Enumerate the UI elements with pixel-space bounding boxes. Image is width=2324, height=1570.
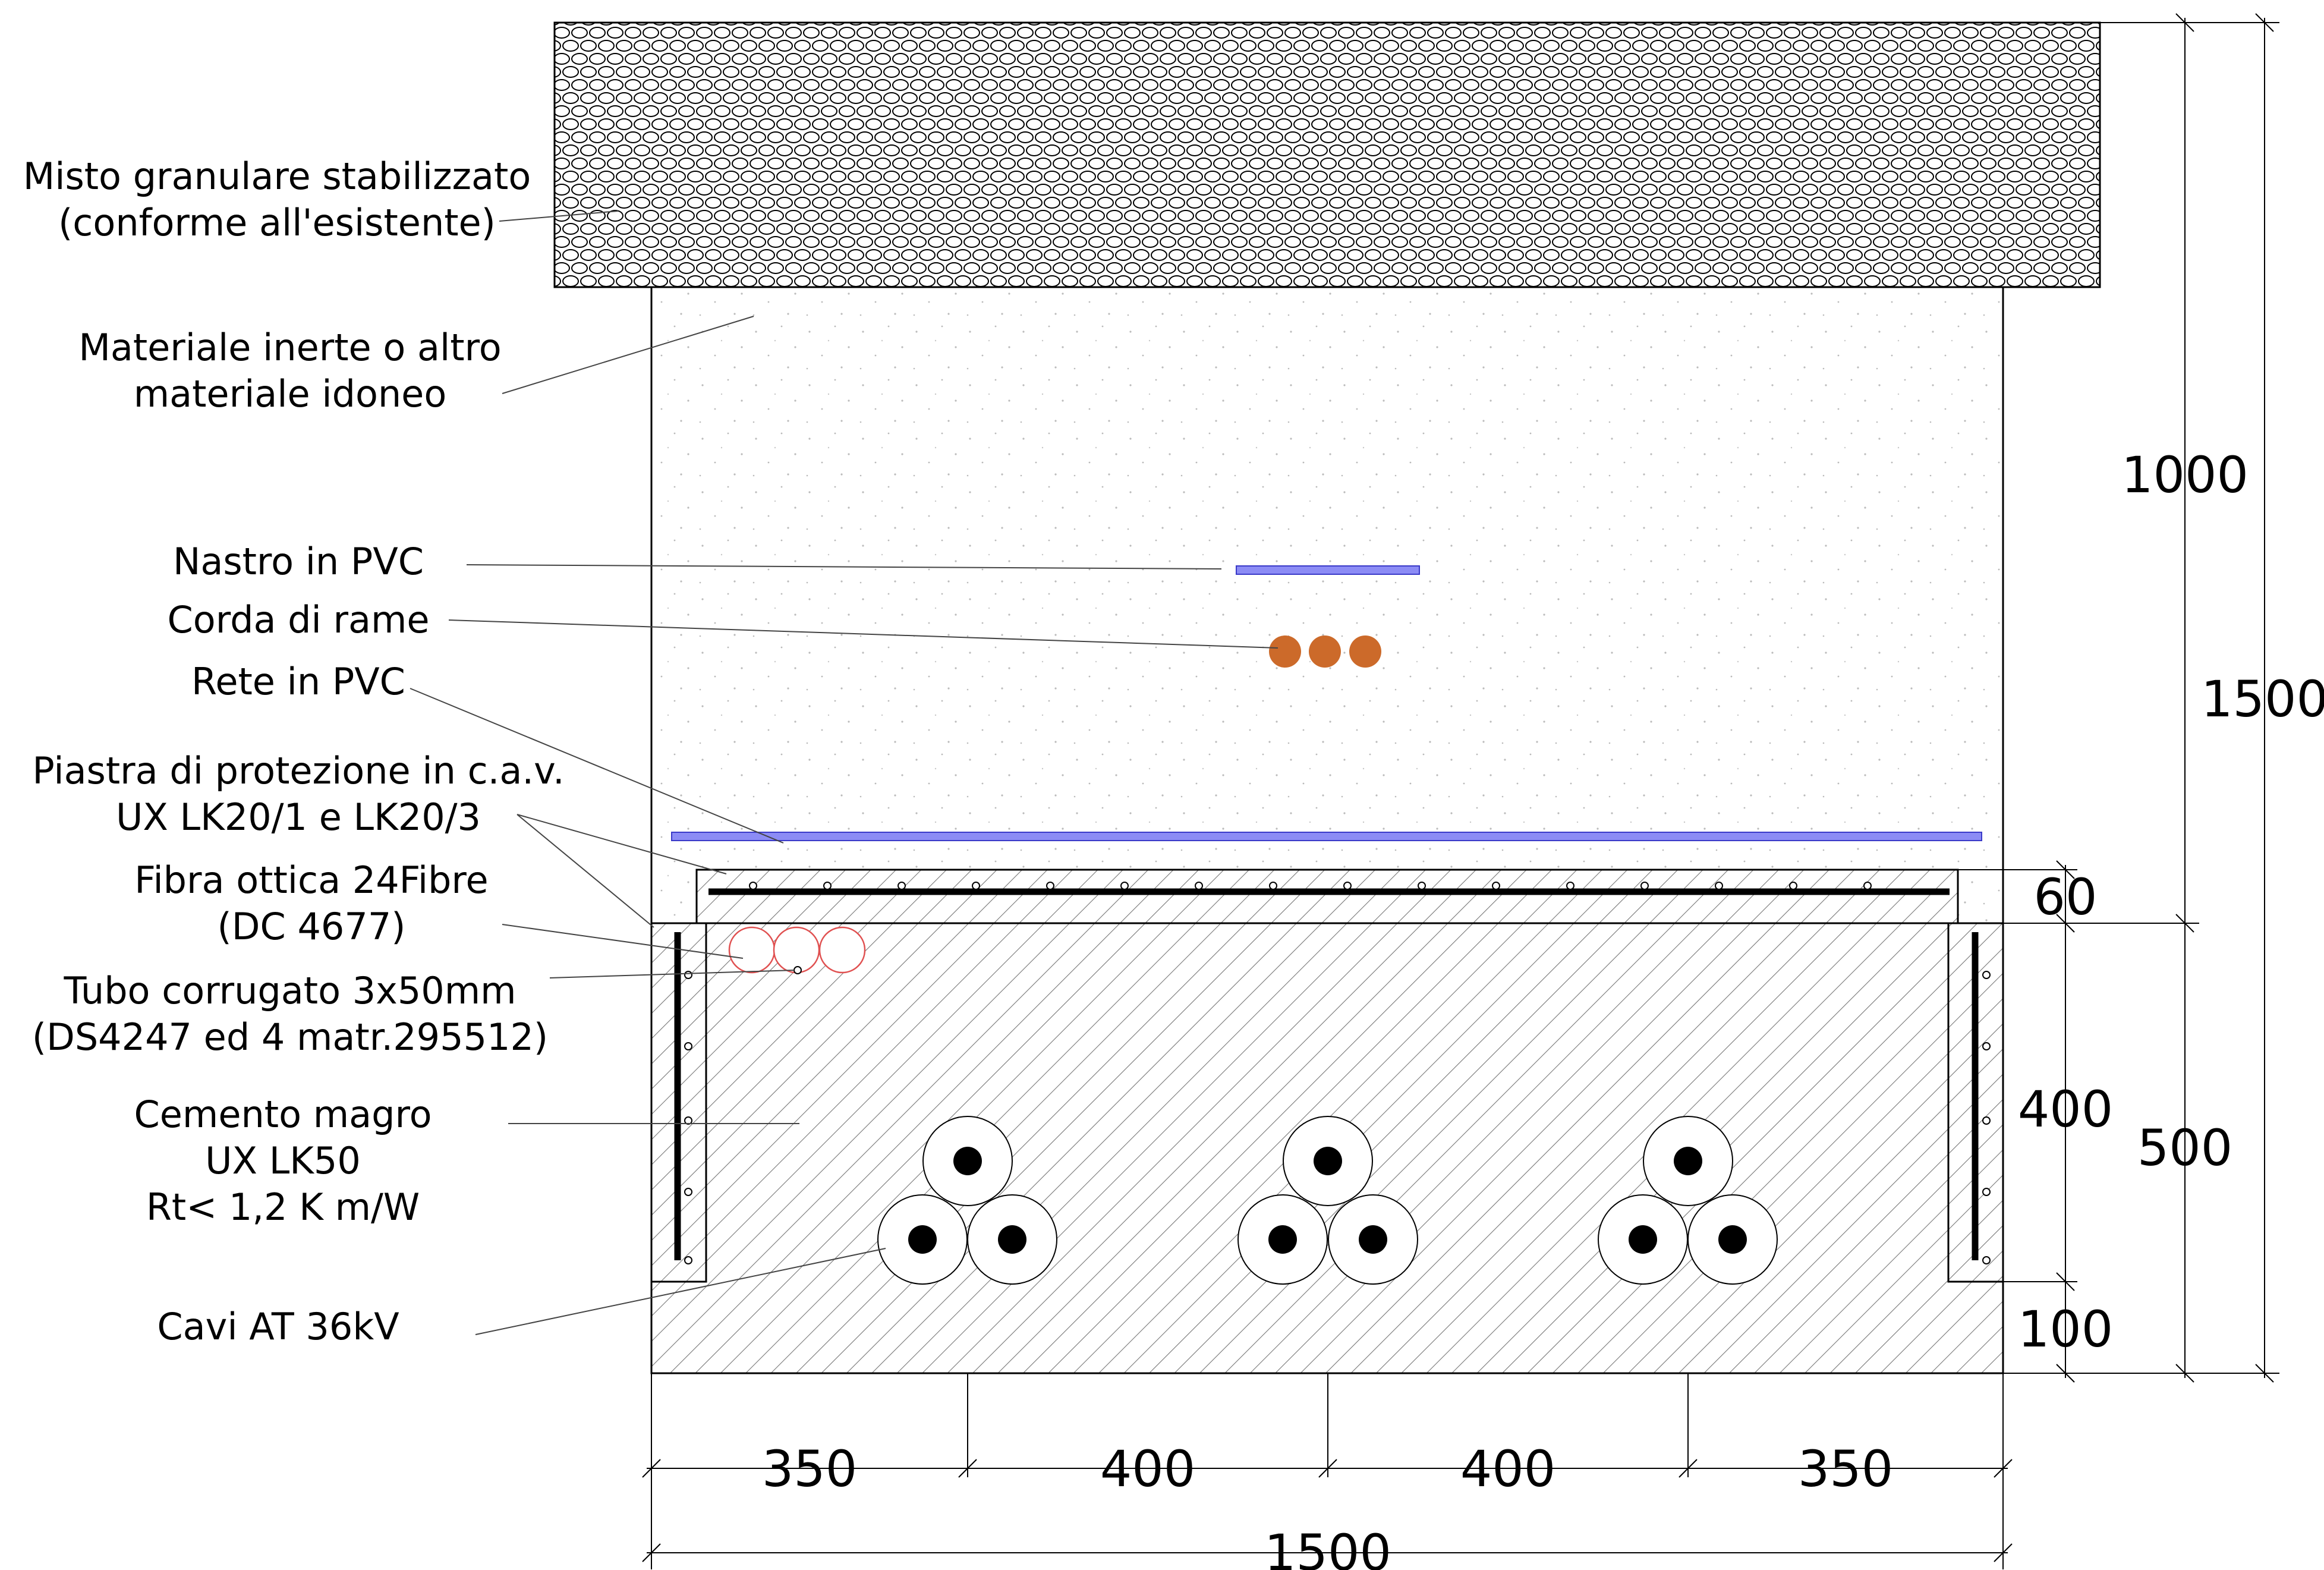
dim-400-right: 400	[1460, 1440, 1555, 1498]
gravel-layer	[553, 21, 2101, 288]
dim-500: 500	[2137, 1119, 2232, 1177]
dim-350-right: 350	[1798, 1440, 1893, 1498]
protection-plate	[695, 869, 1959, 924]
dim-60: 60	[2034, 868, 2098, 926]
plate-rebar-dots	[749, 882, 1872, 890]
label-materiale-inerte: Materiale inerte o altro	[78, 326, 501, 369]
label-cavi-at: Cavi AT 36kV	[157, 1305, 399, 1348]
hv-cable-trefoil-3	[1598, 1116, 1778, 1285]
label-tubo-code: (DS4247 ed 4 matr.295512)	[32, 1015, 548, 1059]
label-cemento-code: UX LK50	[205, 1139, 361, 1182]
label-piastra-protezione: Piastra di protezione in c.a.v.	[32, 749, 564, 792]
label-misto-granulare-note: (conforme all'esistente)	[58, 201, 496, 244]
label-fibra-code: (DC 4677)	[218, 905, 406, 948]
dim-350-left: 350	[762, 1440, 857, 1498]
labels: Misto granulare stabilizzato (conforme a…	[23, 155, 565, 1348]
label-materiale-idoneo: materiale idoneo	[134, 372, 447, 416]
label-corda-rame: Corda di rame	[168, 598, 430, 641]
side-rebar-right-dots	[1982, 971, 1991, 1264]
right-dimensions	[1958, 13, 2279, 1383]
inert-fill-layer	[650, 286, 2004, 924]
label-rete-pvc: Rete in PVC	[191, 660, 405, 703]
dim-400-left: 400	[1100, 1440, 1195, 1498]
corrugated-conduits	[728, 926, 866, 974]
dim-1500-vertical: 1500	[2201, 670, 2324, 728]
pvc-tape	[1236, 565, 1420, 575]
dim-1500-horizontal: 1500	[1264, 1524, 1391, 1570]
label-misto-granulare: Misto granulare stabilizzato	[23, 155, 531, 198]
dim-100: 100	[2018, 1300, 2113, 1358]
pvc-net	[671, 832, 1982, 841]
bottom-dimensions	[642, 1373, 2013, 1569]
hv-cable-trefoil-1	[877, 1116, 1057, 1285]
label-fibra-ottica: Fibra ottica 24Fibre	[134, 858, 488, 902]
label-cemento-magro: Cemento magro	[134, 1093, 432, 1136]
dim-400-vertical: 400	[2018, 1080, 2113, 1138]
label-cemento-rt: Rt< 1,2 K m/W	[146, 1185, 420, 1229]
copper-rope	[1269, 635, 1381, 668]
hv-cable-trefoil-2	[1237, 1116, 1418, 1285]
dim-1000: 1000	[2121, 446, 2249, 504]
fiber-optic-marker	[793, 966, 802, 974]
label-tubo-corrugato: Tubo corrugato 3x50mm	[63, 969, 516, 1012]
label-nastro-pvc: Nastro in PVC	[173, 540, 424, 583]
label-piastra-codes: UX LK20/1 e LK20/3	[116, 795, 481, 839]
leader-lines	[410, 210, 1278, 1335]
